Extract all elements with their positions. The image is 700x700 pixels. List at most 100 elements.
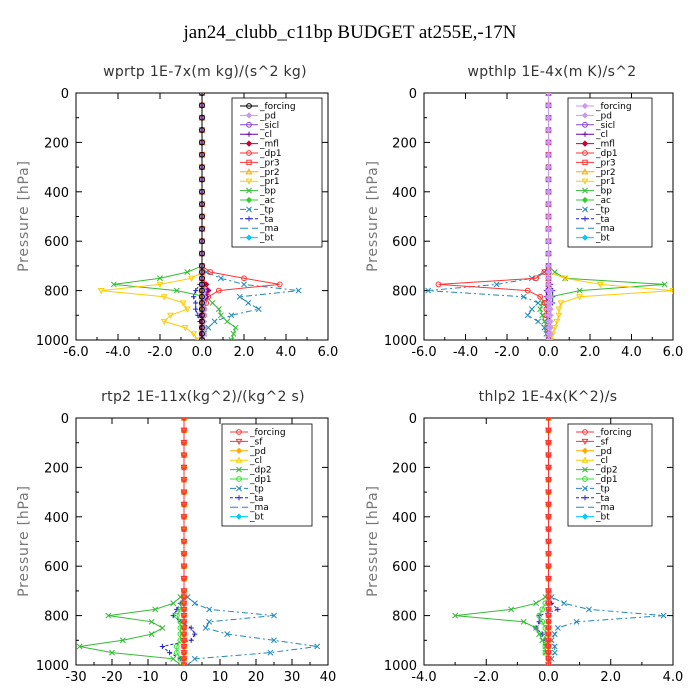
data-point [435,281,442,288]
legend-label: _cl [259,130,272,140]
y-tick-label: 600 [44,235,69,250]
x-tick-label: 30 [284,670,301,685]
data-point [181,501,187,508]
data-point [167,650,173,656]
legend-label: _forcing [595,102,632,112]
x-tick-label: 2.0 [600,670,621,685]
y-tick-label: 800 [44,610,69,625]
legend: _forcing_sf_pd_cl_dp2_dp1_tp_ta_ma_bt [221,423,313,527]
series-line [183,418,318,665]
data-point [181,489,187,496]
data-point [539,312,546,319]
x-tick-label: 4.0 [663,670,684,685]
data-point [188,637,194,643]
legend-label: _bt [259,234,274,244]
data-point [191,294,197,300]
data-point [205,324,212,331]
data-point [156,281,164,289]
panel-title: rtp2 1E-11x(kg^2)/(kg^2 s) [101,389,305,405]
data-point [207,269,214,275]
data-point [493,281,500,288]
data-point [199,293,205,300]
series-dp2 [76,418,187,665]
data-point [199,102,205,109]
data-point [181,452,187,458]
data-point [199,337,205,340]
data-point [524,287,531,294]
data-point [181,618,187,625]
series-tp [425,93,552,340]
legend-label: _pr2 [595,168,616,178]
data-point [545,225,552,233]
legend-marker [582,429,588,435]
panel-title: wpthlp 1E-4x(m K)/s^2 [467,64,636,80]
legend-marker [582,476,588,482]
legend-marker [582,466,588,473]
legend-label: _bt [595,513,610,523]
y-tick-label: 0 [409,87,417,102]
x-tick-label: 2.0 [234,345,255,360]
series-forcing [545,418,552,665]
data-point [536,619,542,625]
y-axis-label: Pressure [hPa] [365,160,381,272]
data-point [533,600,540,607]
legend-box [567,97,653,248]
legend-marker [246,131,252,137]
data-point [545,336,552,340]
data-point [199,93,205,96]
data-point [545,318,552,325]
data-point [181,606,187,613]
legend-label: _ma [249,503,269,513]
legend-marker [581,196,589,204]
data-point [545,418,552,421]
x-tick-label: -30 [65,670,86,685]
series-forcing [545,93,552,340]
data-point [545,176,552,183]
data-point [241,275,247,282]
data-point [545,612,552,619]
data-point [199,188,205,195]
panel-title: thlp2 1E-4x(K^2)/s [479,389,618,405]
data-point [181,464,187,471]
legend-label: _sicl [595,121,615,131]
data-point [576,294,584,301]
data-point [545,637,552,644]
data-point [97,288,105,295]
data-point [520,618,527,625]
legend-label: _dp1 [259,149,282,159]
data-point [199,275,205,282]
legend-marker [246,103,252,109]
data-point [199,176,205,183]
data-point [181,600,187,607]
data-point [193,300,199,306]
data-point [545,324,552,331]
data-point [181,418,187,422]
data-point [314,643,321,650]
data-point [545,281,552,288]
series-pr1 [97,93,206,340]
data-point [199,151,205,158]
legend-marker [581,102,589,110]
data-point [545,575,552,582]
legend-marker [581,234,589,241]
data-point [555,306,563,313]
data-point [545,102,552,109]
data-point [528,306,535,313]
legend-label: _forcing [595,428,632,438]
y-tick-label: 200 [44,461,69,476]
legend-label: _ta [595,215,610,225]
data-point [181,612,187,619]
legend-marker [582,216,588,222]
legend-label: _cl [595,130,608,140]
legend-label: _forcing [259,102,296,112]
legend-marker [245,234,253,241]
y-axis-label: Pressure [hPa] [16,160,32,272]
data-point [533,624,540,631]
legend-label: _dp2 [249,466,272,476]
data-point [545,312,552,319]
legend-label: _tp [259,205,274,215]
data-point [545,250,552,257]
legend-label: _sicl [259,121,279,131]
series-line [79,418,185,665]
data-point [181,575,187,582]
